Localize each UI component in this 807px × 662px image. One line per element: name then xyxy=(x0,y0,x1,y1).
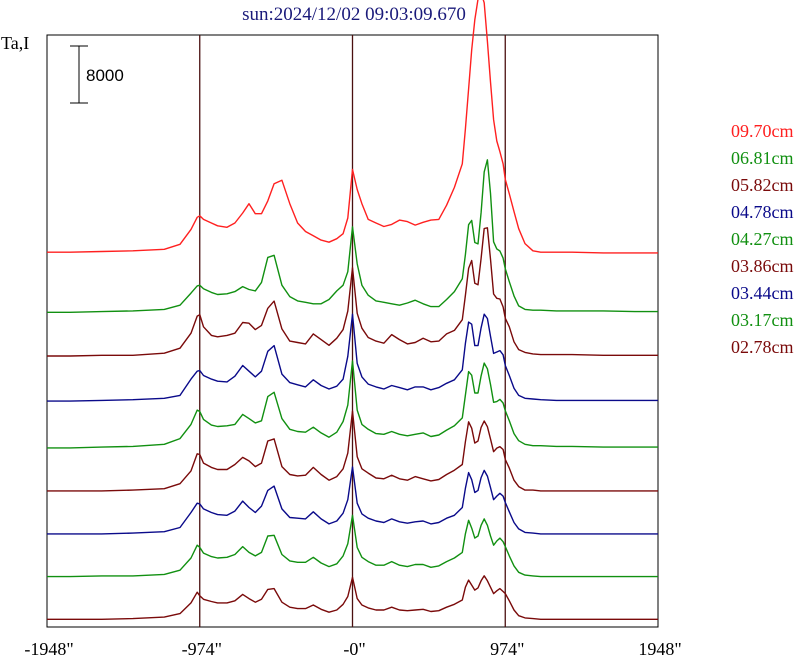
vertical-markers xyxy=(199,35,506,627)
x-tick-label-3: 974" xyxy=(490,639,524,659)
series-line-5 xyxy=(47,410,658,492)
x-tick-label-4: 1948" xyxy=(638,639,681,659)
series-line-6 xyxy=(47,466,658,535)
legend-entry-6: 03.44cm xyxy=(731,283,794,303)
legend-entry-2: 05.82cm xyxy=(731,175,794,195)
legend-entry-5: 03.86cm xyxy=(731,256,794,276)
series-line-3 xyxy=(47,313,658,402)
x-tick-label-2: -0" xyxy=(343,639,365,659)
series-line-8 xyxy=(47,575,658,620)
series-line-1 xyxy=(47,159,658,313)
legend-entry-4: 04.27cm xyxy=(731,229,794,249)
legend-entry-7: 03.17cm xyxy=(731,310,794,330)
x-tick-label-0: -1948" xyxy=(24,639,73,659)
legend-entry-1: 06.81cm xyxy=(731,148,794,168)
y-axis-label: Ta,I xyxy=(1,33,29,53)
scale-bar: 8000 xyxy=(70,45,124,104)
series-line-0 xyxy=(47,0,658,254)
series-line-7 xyxy=(47,514,658,578)
legend: 09.70cm 06.81cm 05.82cm 04.78cm 04.27cm 03.86… xyxy=(731,121,794,357)
series-lines xyxy=(47,0,658,620)
chart-title: sun:2024/12/02 09:03:09.670 xyxy=(242,4,466,25)
legend-entry-3: 04.78cm xyxy=(731,202,794,222)
x-tick-label-1: -974" xyxy=(182,639,222,659)
x-tick-labels: -1948" -974" -0" 974" 1948" xyxy=(24,639,681,659)
scale-bar-label: 8000 xyxy=(86,66,124,85)
legend-entry-0: 09.70cm xyxy=(731,121,794,141)
series-line-2 xyxy=(47,227,658,357)
series-line-4 xyxy=(47,360,658,449)
legend-entry-8: 02.78cm xyxy=(731,337,794,357)
